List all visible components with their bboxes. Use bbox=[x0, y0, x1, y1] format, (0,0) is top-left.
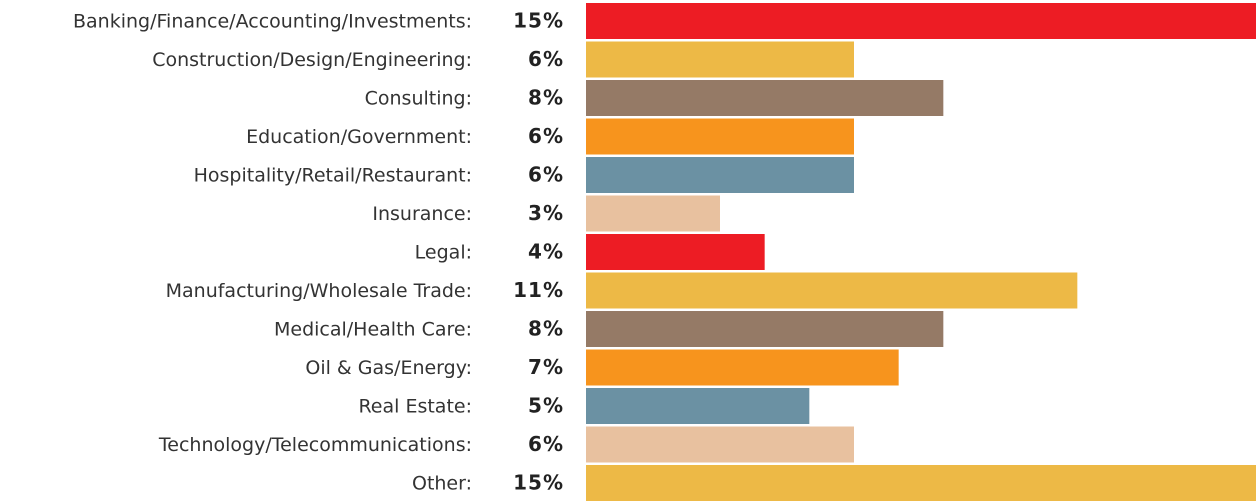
category-label: Manufacturing/Wholesale Trade: bbox=[166, 280, 472, 302]
category-label: Hospitality/Retail/Restaurant: bbox=[194, 165, 472, 187]
value-label: 8% bbox=[528, 317, 564, 341]
value-label: 3% bbox=[528, 201, 564, 225]
bar bbox=[586, 311, 944, 347]
value-label: 6% bbox=[528, 163, 564, 187]
bar bbox=[586, 41, 854, 78]
category-label: Legal: bbox=[415, 242, 472, 264]
bar bbox=[586, 118, 854, 155]
value-label: 11% bbox=[513, 278, 564, 302]
bar bbox=[586, 195, 720, 232]
category-label: Technology/Telecommunications: bbox=[158, 434, 472, 456]
category-label: Education/Government: bbox=[246, 126, 472, 148]
value-label: 4% bbox=[528, 240, 564, 264]
bar bbox=[586, 234, 765, 270]
category-label: Real Estate: bbox=[358, 396, 472, 418]
bar bbox=[586, 426, 854, 463]
category-label: Oil & Gas/Energy: bbox=[305, 357, 472, 379]
category-label: Consulting: bbox=[365, 88, 472, 110]
value-label: 6% bbox=[528, 124, 564, 148]
value-label: 15% bbox=[513, 9, 564, 33]
category-label: Insurance: bbox=[372, 203, 472, 225]
category-label: Medical/Health Care: bbox=[274, 319, 472, 341]
value-label: 15% bbox=[513, 471, 564, 495]
value-label: 8% bbox=[528, 86, 564, 110]
bar bbox=[586, 157, 854, 193]
value-label: 6% bbox=[528, 47, 564, 71]
category-label: Other: bbox=[412, 473, 472, 495]
bar bbox=[586, 465, 1256, 501]
category-label: Banking/Finance/Accounting/Investments: bbox=[73, 11, 472, 33]
bar bbox=[586, 349, 899, 386]
value-label: 5% bbox=[528, 394, 564, 418]
bar bbox=[586, 388, 810, 424]
category-label: Construction/Design/Engineering: bbox=[152, 49, 472, 71]
bar bbox=[586, 272, 1078, 309]
value-label: 6% bbox=[528, 432, 564, 456]
bar bbox=[586, 3, 1256, 39]
value-label: 7% bbox=[528, 355, 564, 379]
bar bbox=[586, 80, 944, 116]
